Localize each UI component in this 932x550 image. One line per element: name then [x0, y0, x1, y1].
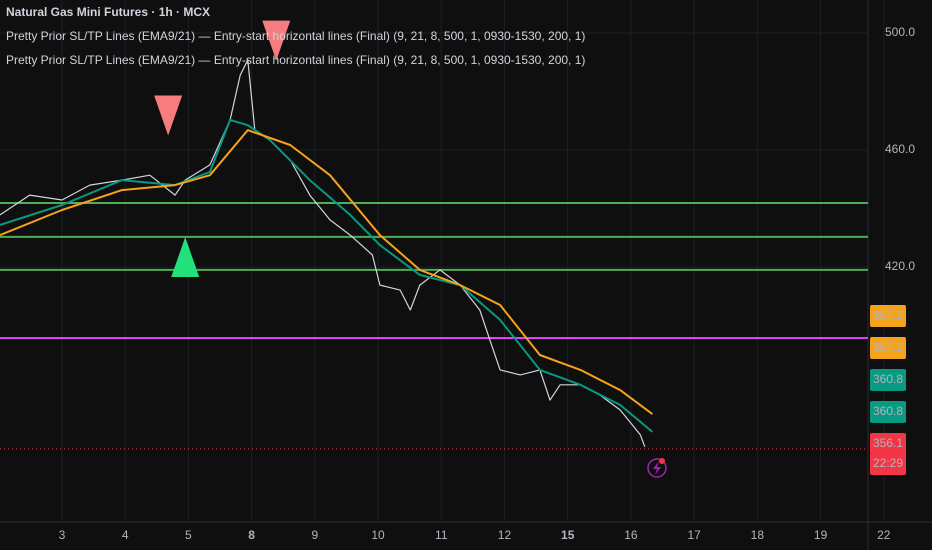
x-tick-label: 4 [122, 528, 129, 542]
price-label-box [870, 433, 906, 455]
x-tick-label: 9 [311, 528, 318, 542]
x-tick-label: 18 [751, 528, 765, 542]
price-label-box [870, 453, 906, 475]
x-tick-label: 12 [498, 528, 512, 542]
price-label-box [870, 369, 906, 391]
price-label: 22:29 [873, 456, 903, 470]
symbol-title: Natural Gas Mini Futures · 1h · MCX [6, 5, 210, 19]
price-label: 367.2 [873, 308, 903, 322]
price-label-box [870, 401, 906, 423]
x-tick-label: 19 [814, 528, 828, 542]
alert-icon[interactable] [647, 458, 667, 478]
price-label: 356.1 [873, 436, 903, 450]
x-tick-label: 10 [371, 528, 385, 542]
indicator-label: Pretty Prior SL/TP Lines (EMA9/21) — Ent… [6, 53, 585, 67]
plot [0, 0, 885, 522]
price-label-box [870, 305, 906, 327]
x-tick-label: 15 [561, 528, 575, 542]
y-tick-label: 500.0 [885, 25, 915, 39]
y-tick-label: 460.0 [885, 142, 915, 156]
price-label: 360.8 [873, 372, 903, 386]
price-label: 360.8 [873, 404, 903, 418]
x-tick-label: 5 [185, 528, 192, 542]
signal-arrow [154, 95, 183, 136]
y-tick-label: 420.0 [885, 259, 915, 273]
x-tick-label: 11 [435, 528, 448, 542]
indicator-label: Pretty Prior SL/TP Lines (EMA9/21) — Ent… [6, 29, 585, 43]
signal-arrow [262, 20, 291, 61]
price-label: 367.2 [873, 340, 903, 354]
x-tick-label: 17 [687, 528, 701, 542]
price-line [0, 118, 654, 433]
price-label-box [870, 337, 906, 359]
x-tick-label: 3 [59, 528, 66, 542]
price-line [0, 129, 653, 415]
signal-arrow [171, 237, 200, 278]
price-line [0, 59, 646, 448]
x-tick-label: 16 [624, 528, 638, 542]
x-tick-label: 22 [877, 528, 891, 542]
x-tick-label: 8 [248, 528, 255, 542]
